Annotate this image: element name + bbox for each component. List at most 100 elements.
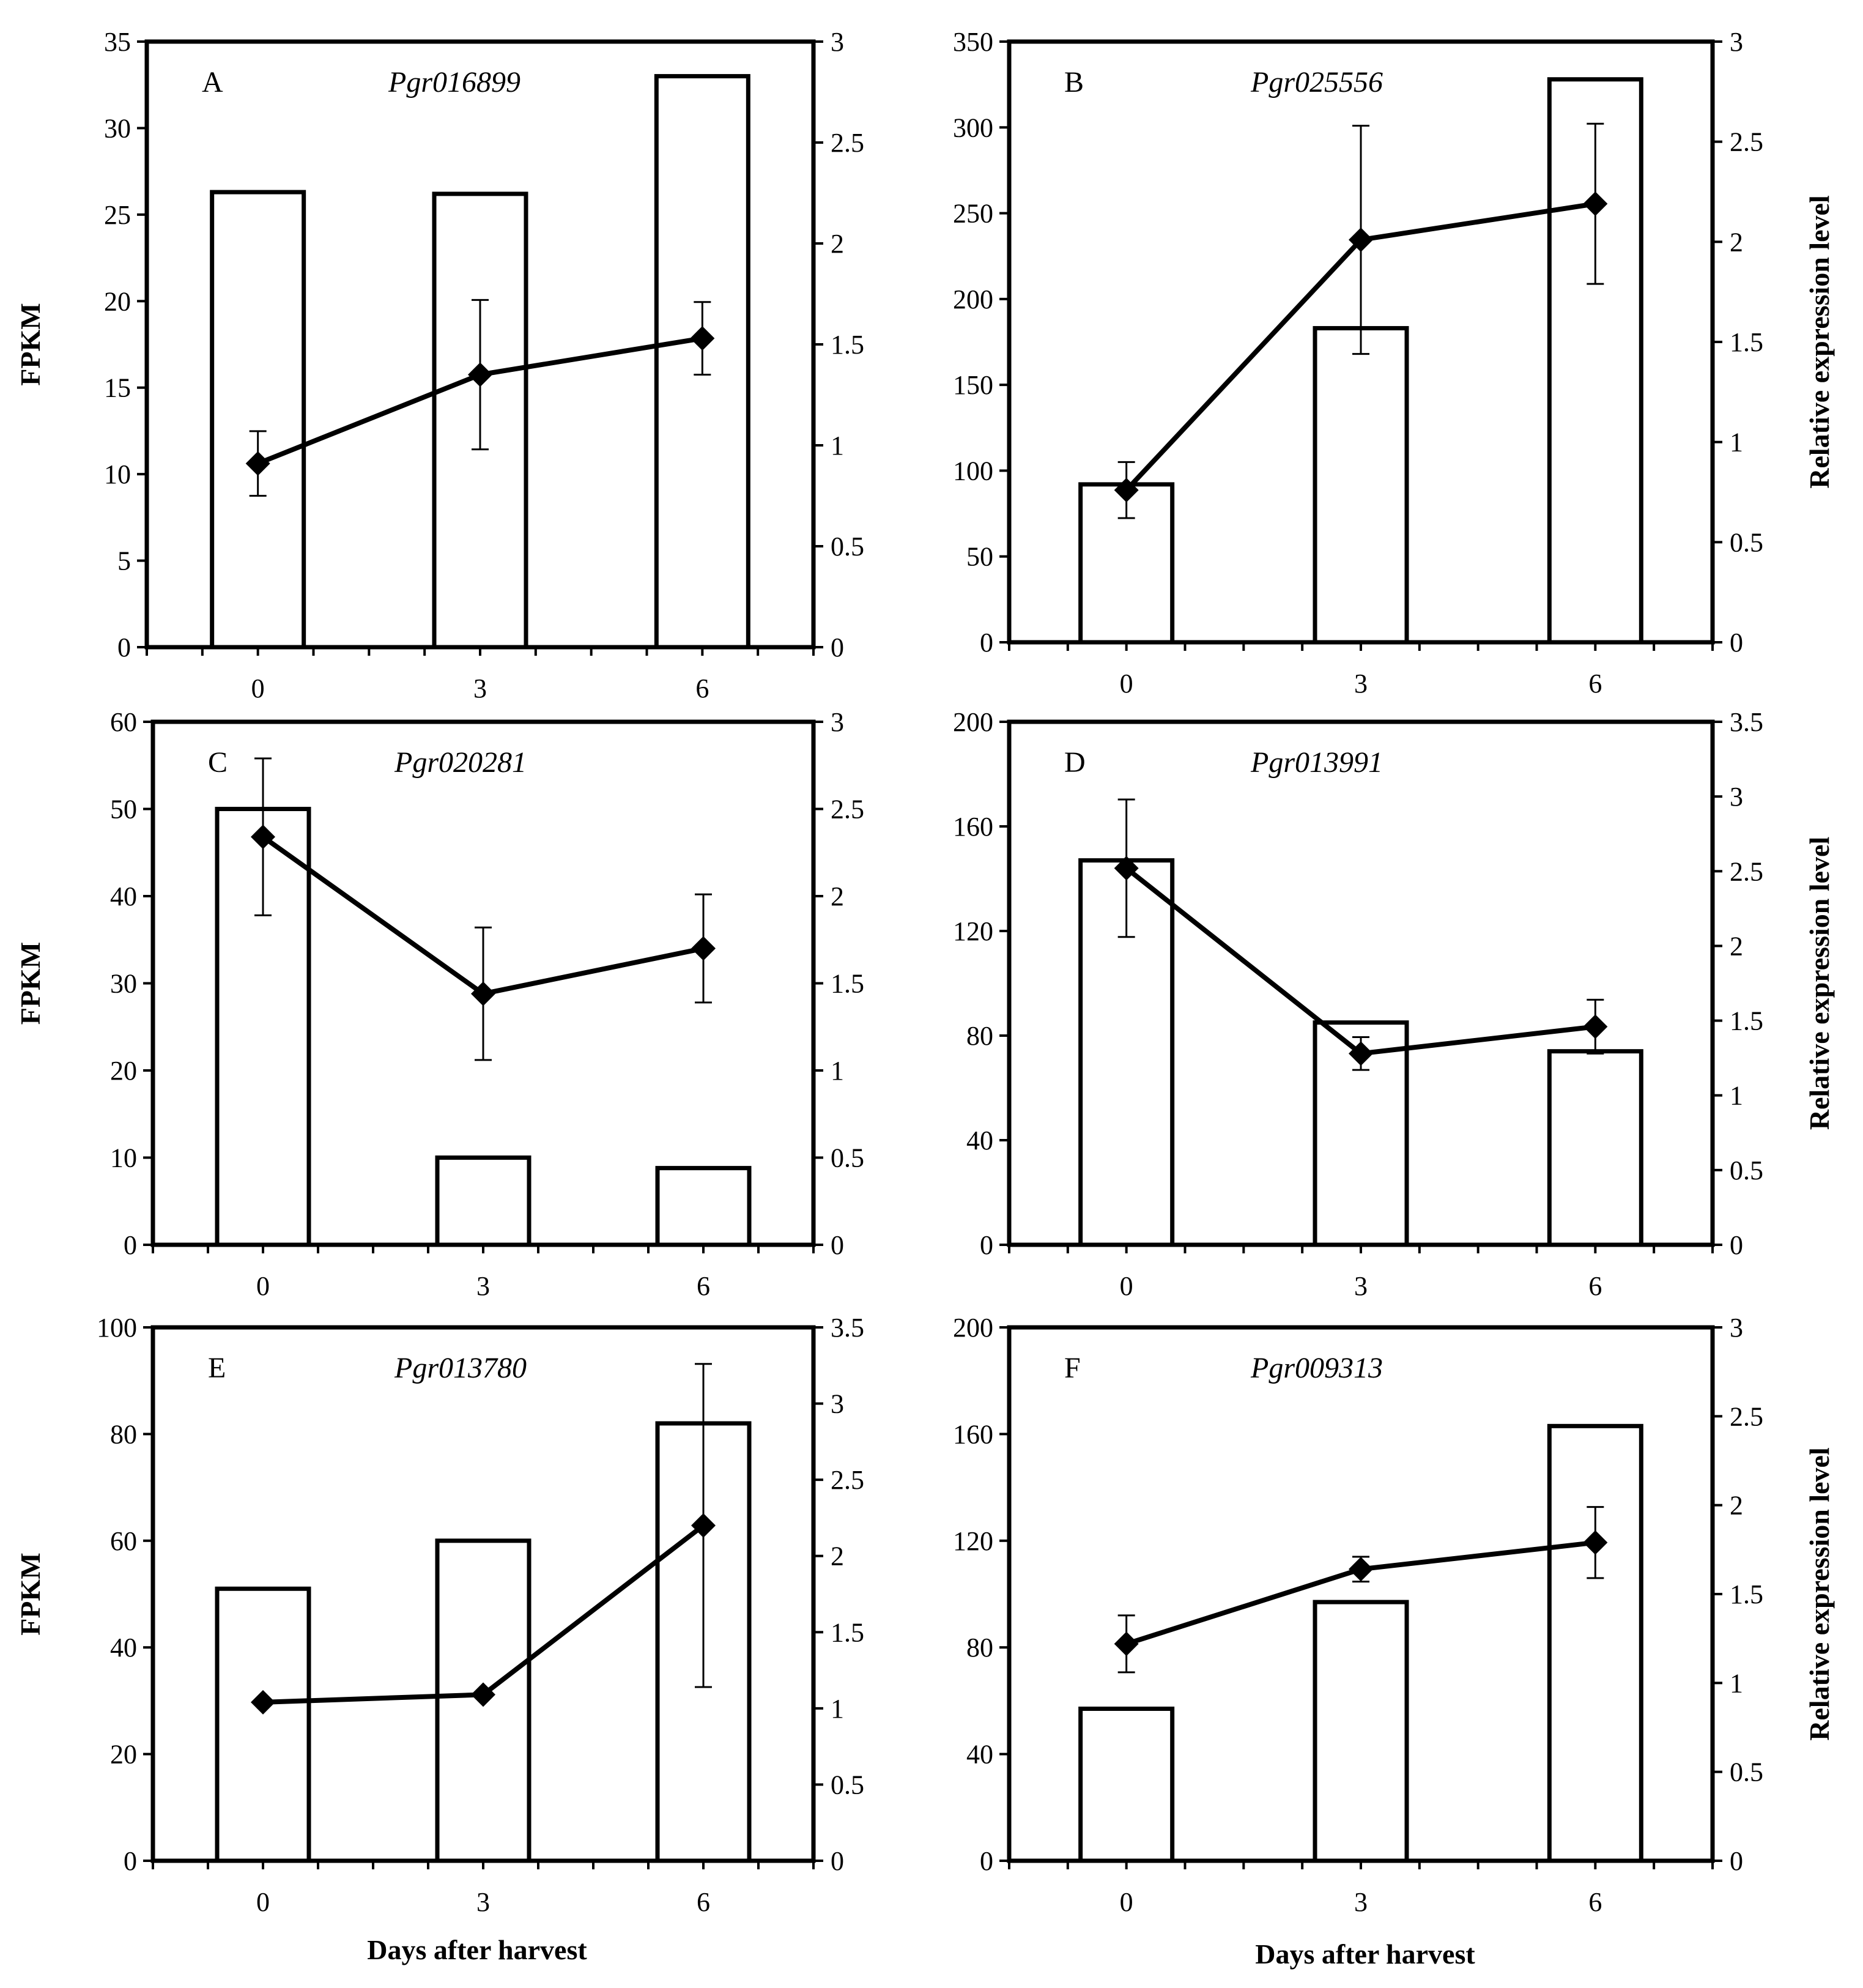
y2-tick-label: 0.5 — [831, 1143, 864, 1173]
y2-tick-label: 1.5 — [1730, 327, 1763, 357]
x-axis-title-right: Days after harvest — [1255, 1938, 1475, 1970]
y2-tick-label: 2.5 — [1730, 856, 1763, 886]
fpkm-bar — [1078, 1706, 1175, 1863]
x-tick-label: 6 — [1588, 669, 1602, 699]
y-tick-label: 0 — [124, 1230, 137, 1260]
data-point-marker — [1583, 191, 1608, 217]
y-tick-label: 10 — [110, 1143, 137, 1173]
y-tick-label: 20 — [110, 1056, 137, 1086]
gene-name: Pgr009313 — [1250, 1352, 1383, 1384]
y-tick-label: 0 — [124, 1846, 137, 1876]
x-tick-label: 3 — [1354, 1271, 1368, 1301]
y-tick-label: 80 — [966, 1633, 993, 1663]
fpkm-bar — [1547, 1049, 1643, 1247]
x-tick-label: 3 — [476, 1887, 490, 1917]
y2-tick-label: 1 — [831, 431, 844, 461]
y-tick-label: 80 — [110, 1419, 137, 1449]
y2-tick-label: 2.5 — [1730, 1401, 1763, 1431]
y2-tick-label: 2.5 — [1730, 127, 1763, 157]
y-tick-label: 200 — [953, 284, 993, 314]
y2-tick-label: 2 — [1730, 227, 1743, 257]
y-tick-label: 350 — [953, 27, 993, 57]
data-point-marker — [1583, 1530, 1608, 1555]
y-tick-label: 25 — [104, 200, 131, 230]
y-axis-title: FPKM — [15, 942, 46, 1025]
y2-tick-label: 1 — [831, 1056, 844, 1086]
y2-tick-label: 2 — [1730, 1491, 1743, 1521]
x-tick-label: 3 — [1354, 1887, 1368, 1917]
y2-axis-title: Relative expression level — [1804, 195, 1835, 489]
y2-axis-title: Relative expression level — [1804, 837, 1835, 1130]
x-tick-label: 3 — [1354, 669, 1368, 699]
y-tick-label: 300 — [953, 113, 993, 143]
x-tick-label: 0 — [251, 673, 265, 703]
y-tick-label: 5 — [117, 546, 131, 576]
y2-tick-label: 3.5 — [831, 1313, 864, 1343]
y2-tick-label: 2 — [831, 881, 844, 911]
y-tick-label: 40 — [110, 1633, 137, 1663]
y-tick-label: 20 — [104, 286, 131, 316]
y2-tick-label: 1.5 — [831, 969, 864, 999]
y-tick-label: 40 — [966, 1126, 993, 1155]
y-tick-label: 80 — [966, 1021, 993, 1051]
x-tick-label: 6 — [695, 673, 709, 703]
y2-tick-label: 2 — [831, 229, 844, 259]
y2-tick-label: 0.5 — [831, 1770, 864, 1800]
y-axis-title: FPKM — [15, 303, 46, 385]
x-tick-label: 3 — [476, 1271, 490, 1301]
data-point-marker — [471, 1682, 495, 1707]
panel-letter: B — [1064, 66, 1084, 98]
y2-tick-label: 3 — [1730, 1313, 1743, 1343]
y2-tick-label: 3 — [831, 707, 844, 737]
y2-tick-label: 1.5 — [1730, 1006, 1763, 1036]
x-tick-label: 6 — [697, 1271, 710, 1301]
y2-tick-label: 2.5 — [831, 795, 864, 825]
fpkm-bar — [1547, 1423, 1643, 1863]
data-point-marker — [1349, 1041, 1373, 1066]
y2-tick-label: 0 — [831, 1230, 844, 1260]
y-tick-label: 0 — [980, 628, 993, 658]
x-tick-label: 6 — [1588, 1271, 1602, 1301]
data-point-marker — [1349, 228, 1373, 253]
y-tick-label: 0 — [980, 1846, 993, 1876]
y2-tick-label: 0 — [831, 1846, 844, 1876]
data-point-marker — [1583, 1014, 1608, 1039]
y-tick-label: 35 — [104, 27, 131, 57]
y-tick-label: 200 — [953, 1313, 993, 1343]
y-tick-label: 60 — [110, 1526, 137, 1556]
data-point-marker — [471, 981, 495, 1006]
y-tick-label: 30 — [104, 113, 131, 143]
y2-tick-label: 1.5 — [831, 1617, 864, 1647]
y2-tick-label: 0.5 — [1730, 527, 1763, 557]
panel-b: 0 50 100 150 200 250 300 350 0 0.5 1 1.5 2 2.5 3 0 3 6 B Pg… — [953, 27, 1835, 699]
fpkm-bar — [435, 1155, 531, 1247]
y-tick-label: 10 — [104, 459, 131, 489]
y-tick-label: 150 — [953, 370, 993, 400]
panel-letter: E — [208, 1352, 226, 1384]
x-tick-label: 3 — [473, 673, 487, 703]
y2-axis-title: Relative expression level — [1804, 1447, 1835, 1741]
x-axis-title-left: Days after harvest — [367, 1934, 587, 1965]
y2-tick-label: 3 — [1730, 782, 1743, 812]
y-tick-label: 40 — [966, 1740, 993, 1770]
y-tick-label: 20 — [110, 1740, 137, 1770]
x-tick-label: 0 — [256, 1271, 270, 1301]
y2-tick-label: 1 — [831, 1694, 844, 1724]
y2-tick-label: 0.5 — [831, 532, 864, 562]
y2-tick-label: 1 — [1730, 428, 1743, 458]
y-tick-label: 120 — [953, 916, 993, 946]
data-point-marker — [691, 936, 716, 961]
fpkm-bar — [1313, 326, 1409, 645]
panel-letter: A — [202, 66, 223, 98]
y-tick-label: 0 — [980, 1230, 993, 1260]
y2-tick-label: 0.5 — [1730, 1757, 1763, 1787]
data-point-marker — [690, 326, 715, 351]
x-tick-label: 0 — [1120, 1271, 1133, 1301]
y-tick-label: 50 — [966, 542, 993, 572]
data-point-marker — [691, 1513, 716, 1538]
data-point-marker — [245, 451, 270, 476]
y2-tick-label: 3.5 — [1730, 707, 1763, 737]
